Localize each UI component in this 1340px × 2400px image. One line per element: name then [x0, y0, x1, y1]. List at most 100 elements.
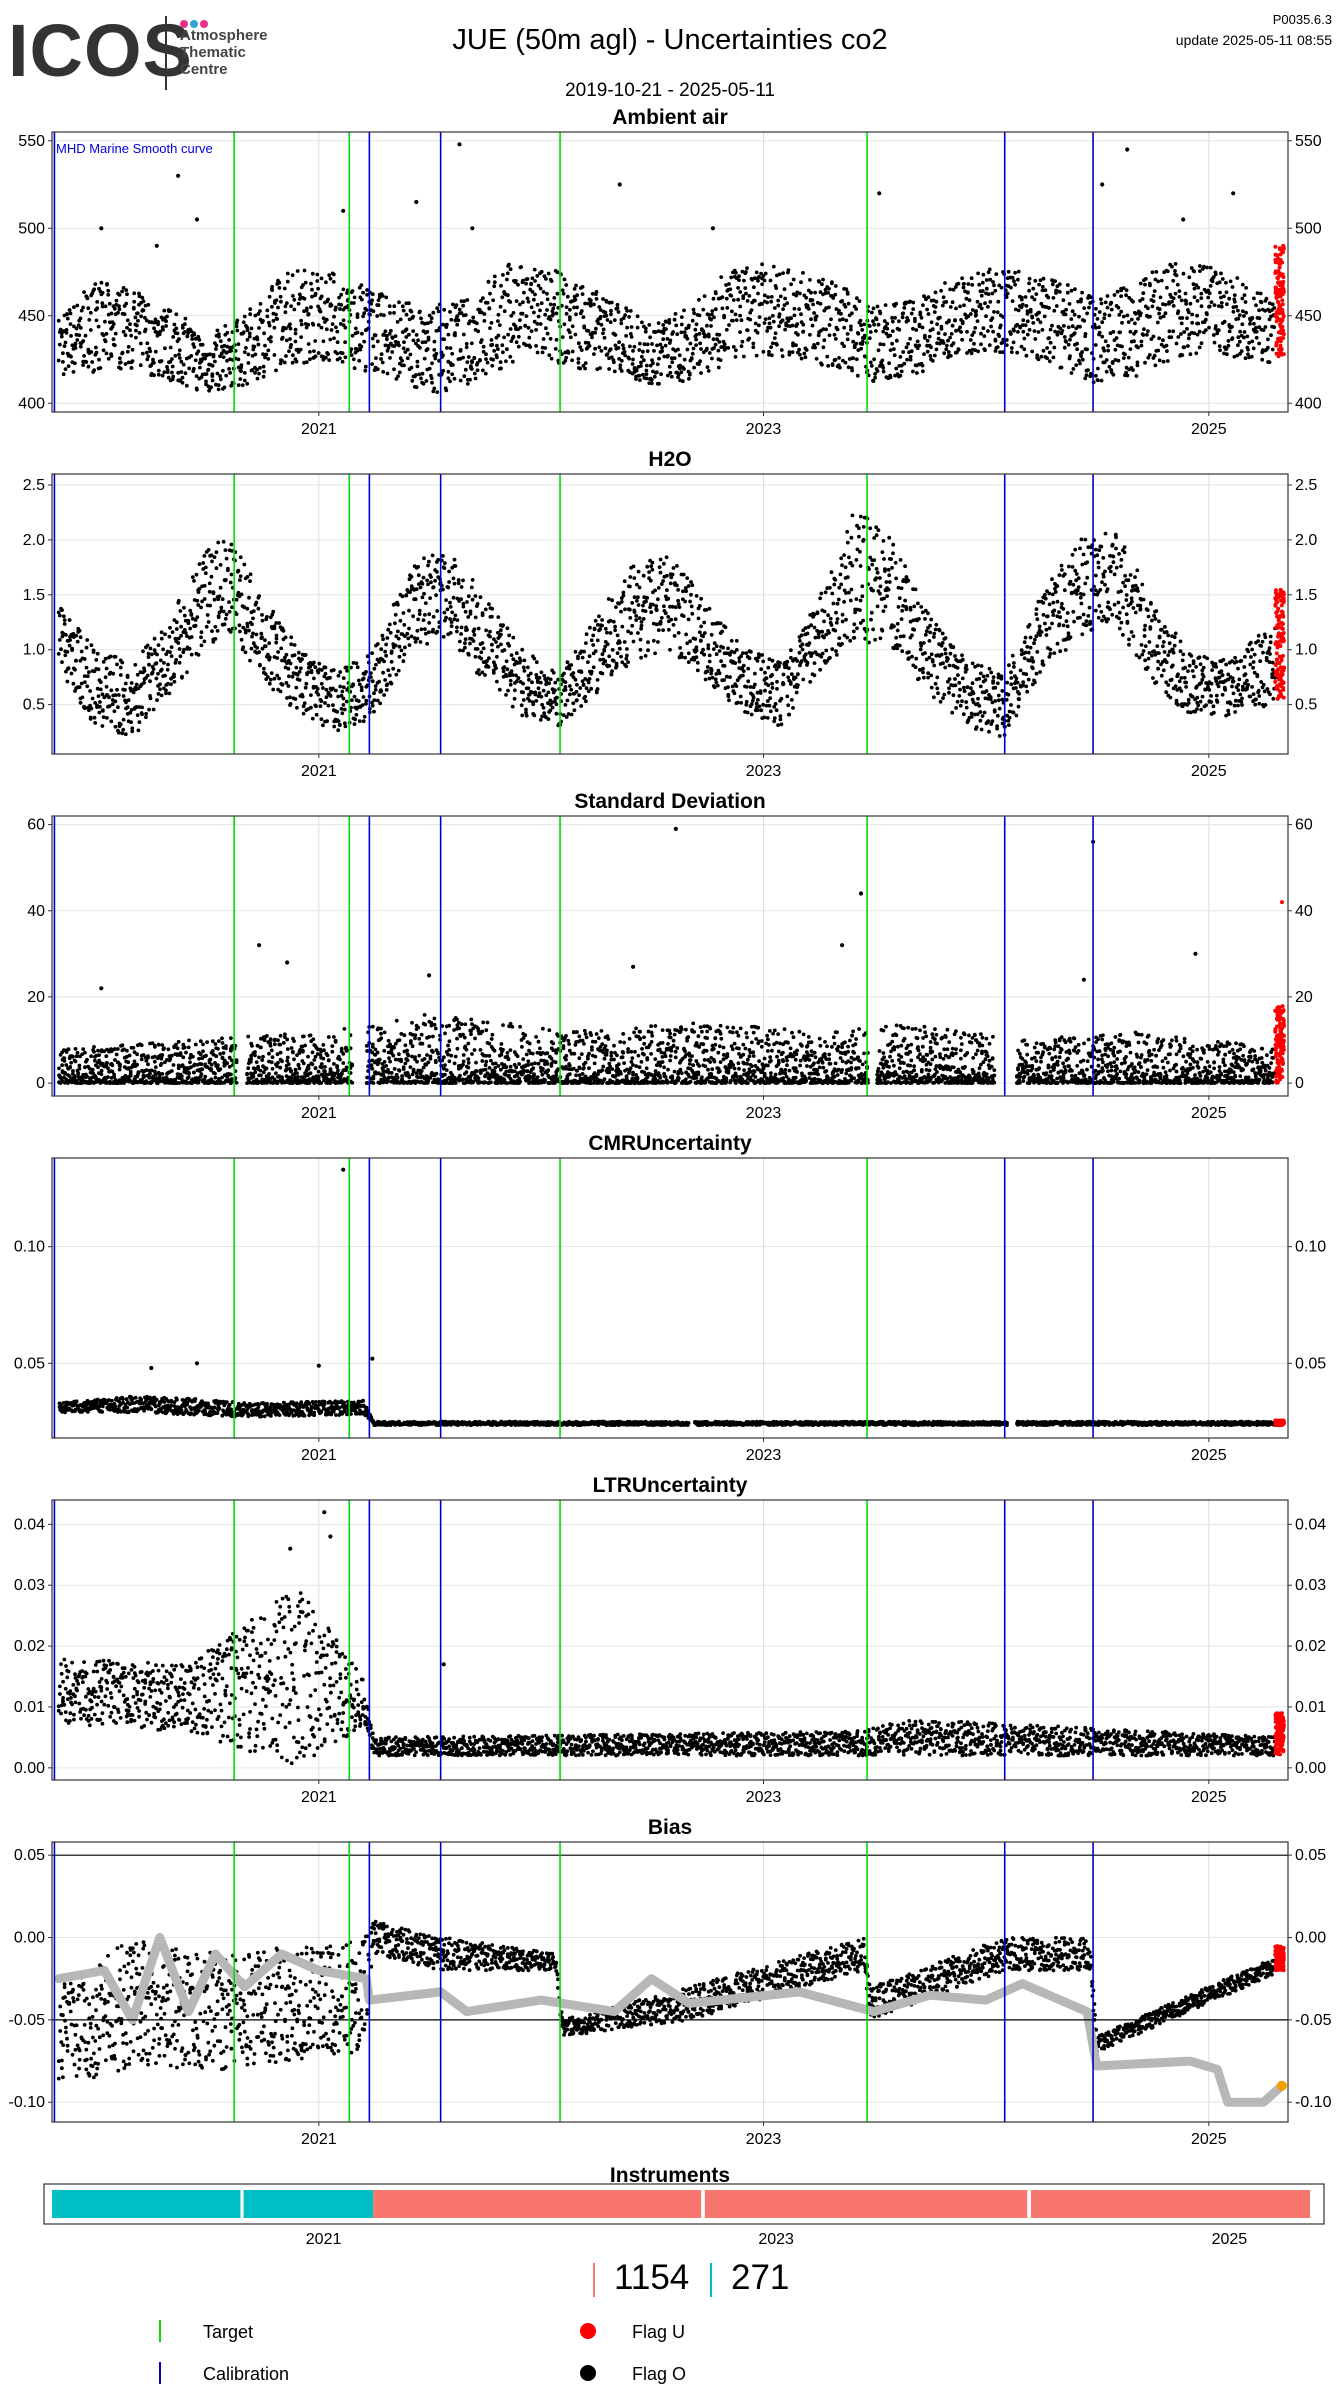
data-point	[883, 569, 887, 573]
data-point	[1084, 373, 1089, 378]
data-point	[491, 298, 495, 303]
data-point	[143, 327, 148, 332]
data-point	[787, 350, 792, 354]
data-point	[694, 655, 699, 660]
data-point	[656, 586, 661, 590]
data-point	[141, 308, 146, 313]
data-point	[441, 634, 446, 639]
data-point	[265, 308, 270, 313]
data-point	[376, 298, 381, 303]
data-point	[554, 311, 559, 316]
data-point	[833, 628, 838, 633]
data-point	[372, 709, 376, 714]
data-point	[192, 366, 196, 371]
data-point	[873, 637, 877, 642]
data-point	[854, 597, 859, 601]
data-point	[267, 655, 272, 660]
data-point	[189, 652, 194, 657]
data-point	[980, 289, 985, 293]
data-point	[701, 647, 705, 652]
data-point	[684, 589, 688, 594]
data-point	[414, 587, 419, 592]
data-point	[88, 715, 93, 720]
data-point	[1242, 330, 1247, 334]
data-point	[631, 357, 635, 362]
data-point	[801, 677, 806, 682]
data-point	[598, 314, 603, 319]
data-point	[372, 698, 377, 703]
data-point	[60, 608, 64, 612]
data-point	[642, 342, 647, 347]
data-point	[393, 334, 398, 338]
data-point	[733, 355, 738, 359]
data-point	[825, 354, 830, 359]
data-point	[773, 663, 778, 668]
data-point	[662, 604, 666, 609]
data-point	[1195, 313, 1199, 318]
data-point	[706, 643, 711, 648]
data-point	[141, 299, 146, 304]
data-point	[228, 630, 233, 634]
data-point	[814, 356, 819, 361]
data-point	[614, 605, 618, 609]
data-point	[62, 622, 67, 626]
data-point	[845, 635, 850, 640]
data-point	[995, 310, 1000, 315]
data-point	[628, 607, 632, 612]
data-point	[210, 559, 214, 564]
data-point	[904, 301, 908, 306]
data-point	[1230, 324, 1234, 329]
data-point	[226, 566, 230, 571]
data-point	[771, 319, 776, 324]
data-point	[213, 359, 217, 364]
data-point	[933, 627, 938, 632]
data-point	[135, 713, 140, 718]
data-point	[491, 357, 495, 362]
data-point	[622, 350, 627, 354]
data-point	[535, 321, 540, 326]
data-point	[967, 348, 972, 353]
data-point	[956, 347, 961, 352]
data-point	[1050, 323, 1054, 328]
data-point	[106, 292, 111, 297]
data-point	[659, 616, 664, 620]
data-point	[888, 333, 893, 338]
data-point	[72, 324, 76, 329]
data-point	[947, 318, 951, 323]
data-point	[746, 666, 751, 671]
data-point	[1066, 325, 1071, 330]
data-point	[821, 345, 826, 350]
data-point	[327, 358, 332, 362]
data-point	[748, 317, 753, 322]
data-point	[869, 364, 874, 368]
data-point	[1174, 341, 1179, 346]
data-point	[1105, 305, 1110, 310]
data-point	[1176, 335, 1181, 339]
data-point	[781, 682, 786, 686]
data-point	[930, 359, 935, 363]
data-point	[804, 295, 809, 300]
data-point	[992, 283, 996, 288]
data-point	[1205, 312, 1209, 317]
data-point	[807, 641, 812, 645]
flag-u-point	[1278, 345, 1283, 350]
data-point	[522, 669, 527, 673]
data-point	[75, 303, 80, 308]
data-point	[352, 722, 357, 726]
data-point	[449, 624, 454, 628]
data-point	[316, 304, 320, 309]
data-point	[830, 280, 834, 284]
data-point	[669, 617, 674, 622]
data-point	[78, 316, 83, 321]
data-point	[288, 337, 292, 341]
data-point	[274, 368, 278, 373]
data-point	[835, 617, 840, 621]
data-point	[504, 659, 509, 664]
data-point	[431, 389, 436, 394]
data-point	[303, 280, 308, 285]
data-point	[789, 672, 794, 676]
data-point	[689, 604, 694, 609]
data-point	[608, 320, 613, 325]
data-point	[949, 332, 954, 336]
data-point	[508, 267, 513, 272]
